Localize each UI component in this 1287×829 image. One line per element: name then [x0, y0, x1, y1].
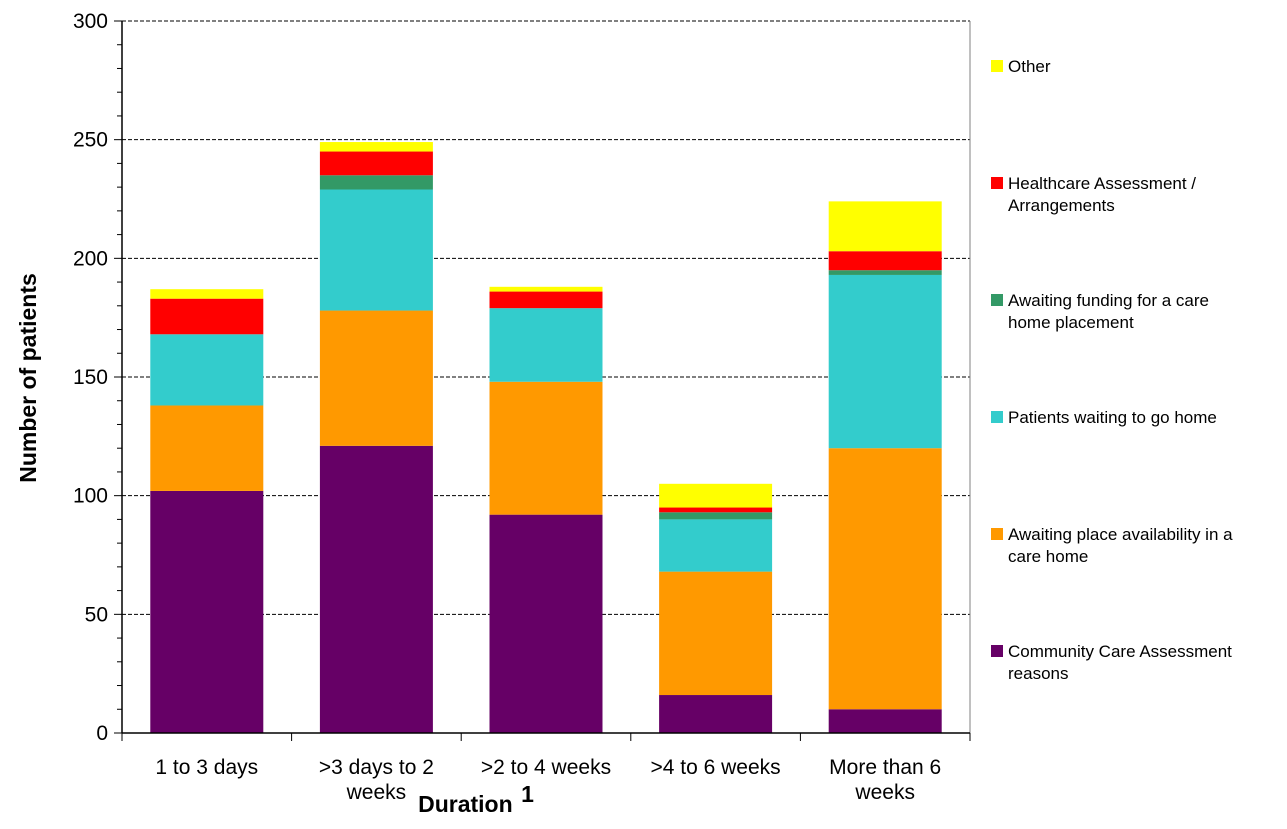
bar-segment-1-series-2	[150, 405, 264, 491]
y-tick-label: 250	[73, 129, 108, 152]
bar-segment-3-series-2	[489, 381, 603, 515]
bar-segment-3-series-1	[489, 514, 603, 733]
legend-label: Awaiting place availability in a care hom…	[1008, 525, 1233, 566]
bar-segment-4-series-4	[659, 512, 773, 520]
y-tick-label: 200	[73, 247, 108, 270]
bar-segment-3-series-5	[489, 291, 603, 309]
x-axis-title-text: Duration	[418, 791, 513, 817]
legend-label: Community Care Assessment reasons	[1008, 642, 1232, 683]
bar-segment-2-series-6	[319, 142, 433, 152]
bar-segment-1-series-1	[150, 490, 264, 733]
legend-label: Other	[1008, 57, 1051, 76]
bar-segment-5-series-6	[828, 201, 942, 252]
legend-swatch	[991, 411, 1003, 423]
legend-label: Patients waiting to go home	[1008, 408, 1217, 427]
bar-segment-4-series-5	[659, 507, 773, 513]
legend-swatch	[991, 528, 1003, 540]
y-tick-label: 100	[73, 485, 108, 508]
bar-segment-5-series-2	[828, 448, 942, 710]
bar-segment-5-series-5	[828, 251, 942, 271]
legend-swatch	[991, 294, 1003, 306]
bar-segment-5-series-3	[828, 274, 942, 449]
x-tick-label: 1 to 3 days	[155, 756, 258, 779]
bar-segment-4-series-3	[659, 519, 773, 572]
bar-segment-2-series-5	[319, 151, 433, 176]
bar-segment-2-series-4	[319, 175, 433, 190]
bar-segment-2-series-2	[319, 310, 433, 446]
y-tick-label: 0	[96, 722, 108, 745]
legend-label: Healthcare Assessment / Arrangements	[1008, 174, 1196, 215]
bars	[150, 142, 942, 733]
y-tick-label: 300	[73, 10, 108, 33]
bar-segment-5-series-1	[828, 709, 942, 733]
x-axis-title-superscript: 1	[521, 781, 534, 807]
y-tick-label: 50	[85, 603, 108, 626]
legend-label: Awaiting funding for a care home placemen…	[1008, 291, 1209, 332]
axes: 0 50 100 150 200 250 300 1 to 3 days >3 days to …	[73, 10, 971, 804]
bar-segment-2-series-1	[319, 445, 433, 733]
y-tick-label: 150	[73, 366, 108, 389]
legend-swatch	[991, 177, 1003, 189]
x-tick-label: >2 to 4 weeks	[481, 756, 611, 779]
bar-segment-1-series-3	[150, 334, 264, 406]
bar-segment-4-series-2	[659, 571, 773, 696]
bar-segment-4-series-1	[659, 695, 773, 733]
x-tick-label: >4 to 6 weeks	[651, 756, 781, 779]
x-tick-label: More than 6 weeks	[829, 756, 941, 804]
bar-segment-3-series-3	[489, 308, 603, 382]
bar-segment-3-series-6	[489, 286, 603, 292]
legend: Other Healthcare Assessment / Arrangements…	[991, 57, 1233, 683]
bar-segment-5-series-4	[828, 270, 942, 275]
x-axis-title: Duration 1	[418, 781, 534, 817]
y-axis-title: Number of patients	[15, 273, 41, 483]
legend-swatch	[991, 60, 1003, 72]
bar-segment-1-series-5	[150, 298, 264, 335]
bar-segment-2-series-3	[319, 189, 433, 311]
legend-swatch	[991, 645, 1003, 657]
bar-segment-1-series-6	[150, 289, 264, 299]
bar-segment-4-series-6	[659, 483, 773, 508]
x-tick-label: >3 days to 2 weeks	[319, 756, 434, 804]
